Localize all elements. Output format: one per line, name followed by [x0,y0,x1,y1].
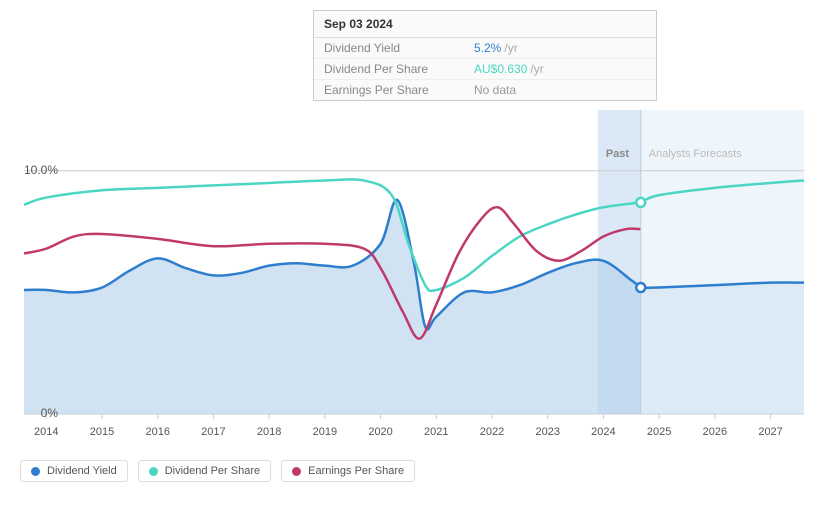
tooltip-row-value: No data [474,83,516,97]
x-tick-label: 2019 [313,426,337,438]
x-tick-label: 2020 [368,426,392,438]
x-tick-label: 2022 [480,426,504,438]
legend-label: Dividend Per Share [165,465,260,477]
x-tick-label: 2025 [647,426,671,438]
tooltip-row-label: Dividend Yield [324,41,474,55]
tooltip-row-value: AU$0.630/yr [474,62,544,76]
y-tick-label: 0% [41,406,58,420]
legend-item[interactable]: Dividend Per Share [138,460,271,482]
tooltip-row: Earnings Per ShareNo data [314,80,656,100]
tooltip-row: Dividend Per ShareAU$0.630/yr [314,59,656,80]
forecast-label: Analysts Forecasts [649,148,742,160]
x-tick-label: 2023 [535,426,559,438]
chart-container: Sep 03 2024 Dividend Yield5.2%/yrDividen… [0,0,821,508]
tooltip-row-label: Dividend Per Share [324,62,474,76]
legend: Dividend Yield Dividend Per Share Earnings… [20,460,415,482]
past-label: Past [606,148,629,160]
tooltip-row: Dividend Yield5.2%/yr [314,38,656,59]
legend-item[interactable]: Earnings Per Share [281,460,415,482]
y-tick-label: 10.0% [24,163,58,177]
x-tick-label: 2015 [90,426,114,438]
x-tick-label: 2027 [758,426,782,438]
x-tick-label: 2021 [424,426,448,438]
x-tick-label: 2024 [591,426,615,438]
tooltip-row-label: Earnings Per Share [324,83,474,97]
x-tick-label: 2017 [201,426,225,438]
legend-dot-icon [31,467,40,476]
legend-item[interactable]: Dividend Yield [20,460,128,482]
tooltip: Sep 03 2024 Dividend Yield5.2%/yrDividen… [313,10,657,101]
legend-dot-icon [149,467,158,476]
tooltip-title: Sep 03 2024 [314,11,656,38]
x-axis: 2014 2015 2016 2017 2018 2019 2020 2021 2022 2023… [24,426,804,446]
x-tick-label: 2018 [257,426,281,438]
tooltip-row-value: 5.2%/yr [474,41,518,55]
x-tick-label: 2016 [145,426,169,438]
legend-label: Earnings Per Share [308,465,404,477]
x-tick-label: 2014 [34,426,58,438]
legend-label: Dividend Yield [47,465,117,477]
legend-dot-icon [292,467,301,476]
x-tick-label: 2026 [703,426,727,438]
